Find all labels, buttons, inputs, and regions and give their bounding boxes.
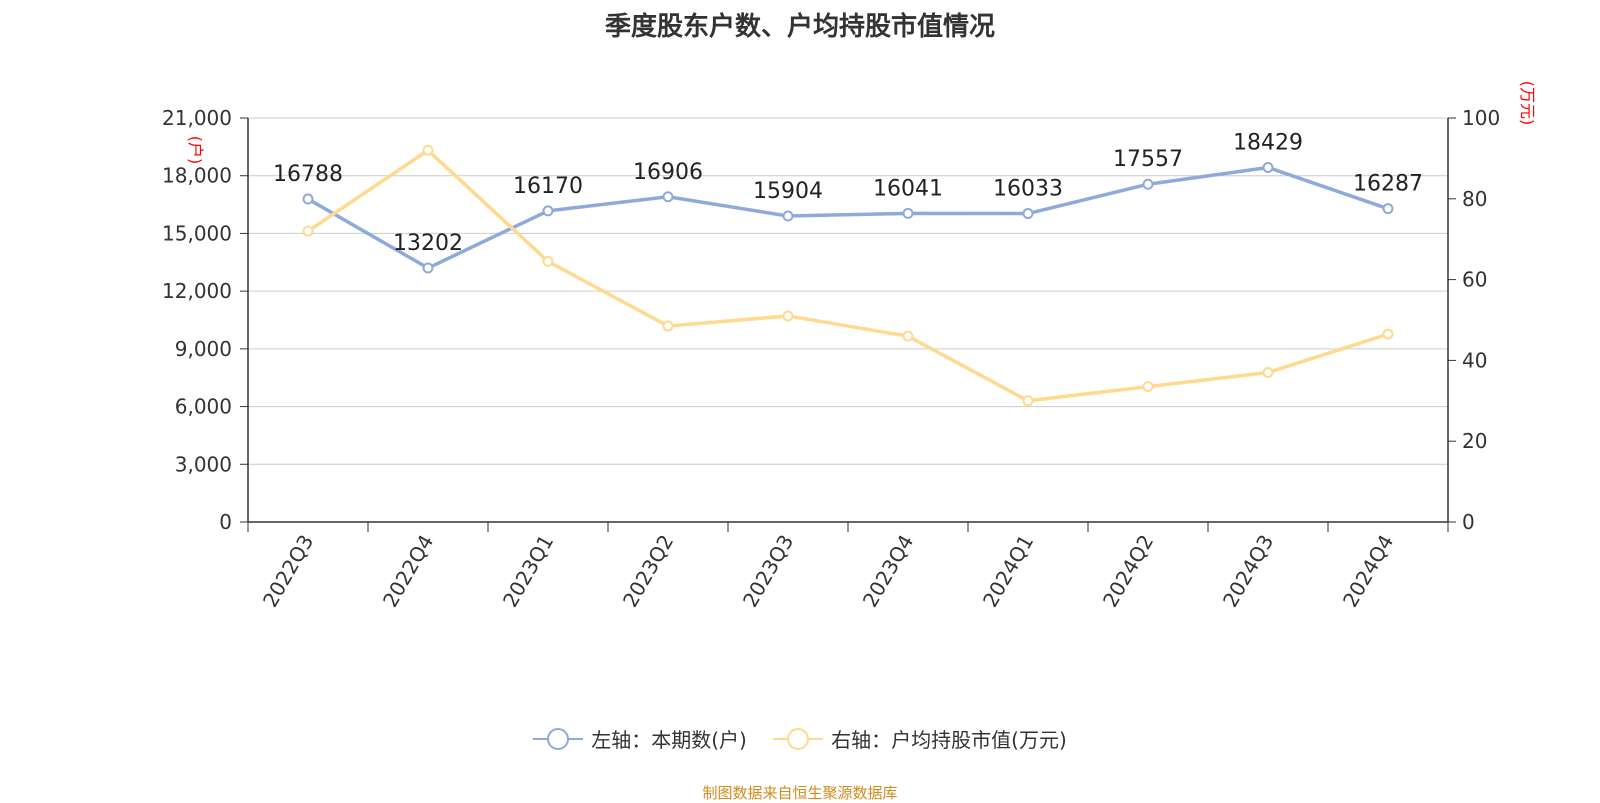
left-axis-tick-label: 3,000 (175, 452, 232, 476)
x-axis-tick-label: 2023Q4 (858, 531, 918, 612)
left-axis-tick-label: 18,000 (162, 164, 232, 188)
data-point-right (782, 310, 794, 322)
right-axis-tick-label: 0 (1462, 510, 1475, 534)
data-point-left (542, 205, 554, 217)
data-label: 15904 (753, 179, 823, 204)
data-point-right (1262, 367, 1274, 379)
data-point-left (902, 207, 914, 219)
data-label: 13202 (393, 231, 463, 256)
data-point-right (1382, 328, 1394, 340)
data-point-left (662, 191, 674, 203)
legend-left-series-icon (533, 727, 584, 750)
legend-item-right-series[interactable]: 右轴：户均持股市值(万元) (773, 724, 1067, 753)
data-point-left (1382, 203, 1394, 215)
data-point-right (302, 225, 314, 237)
x-axis-tick-label: 2024Q4 (1338, 531, 1398, 612)
data-point-left (1262, 161, 1274, 173)
data-label: 16906 (633, 160, 703, 185)
data-source-note: 制图数据来自恒生聚源数据库 (702, 784, 898, 802)
data-point-left (1142, 178, 1154, 190)
data-point-right (422, 144, 434, 156)
data-label: 16041 (873, 176, 943, 201)
data-label: 16033 (993, 177, 1063, 202)
series-line-right (307, 148, 1389, 403)
legend-item-left-series[interactable]: 左轴：本期数(户) (533, 724, 747, 753)
x-axis-tick-label: 2023Q3 (738, 531, 798, 612)
x-axis-tick-label: 2023Q2 (618, 531, 678, 612)
right-axis-tick-label: 40 (1462, 348, 1487, 372)
data-label: 16287 (1353, 172, 1423, 197)
left-axis-tick-label: 9,000 (175, 337, 232, 361)
left-axis-tick-label: 6,000 (175, 395, 232, 419)
data-point-left (302, 193, 314, 205)
left-axis-unit-label: (户) (186, 136, 205, 165)
x-axis-tick-label: 2023Q1 (498, 531, 558, 612)
left-axis-tick-label: 12,000 (162, 279, 232, 303)
data-point-left (422, 262, 434, 274)
data-label: 16170 (513, 174, 583, 199)
right-axis-tick-label: 80 (1462, 187, 1487, 211)
data-label: 16788 (273, 162, 343, 187)
left-axis-tick-label: 21,000 (162, 106, 232, 130)
x-axis-tick-label: 2022Q4 (378, 531, 438, 612)
legend-right-series-label: 右轴：户均持股市值(万元) (831, 728, 1067, 752)
right-axis-tick-label: 100 (1462, 106, 1500, 130)
legend: 左轴：本期数(户) 右轴：户均持股市值(万元) (0, 724, 1600, 756)
right-axis-tick-label: 60 (1462, 268, 1487, 292)
data-point-right (1022, 395, 1034, 407)
legend-right-series-icon (773, 727, 824, 750)
data-point-right (662, 320, 674, 332)
data-point-left (1022, 208, 1034, 220)
data-point-left (782, 210, 794, 222)
x-axis-tick-label: 2024Q3 (1218, 531, 1278, 612)
data-label: 17557 (1113, 147, 1183, 172)
x-axis-tick-label: 2024Q2 (1098, 531, 1158, 612)
data-label: 18429 (1233, 130, 1303, 155)
data-point-right (902, 330, 914, 342)
right-axis-unit-label: (万元) (1518, 81, 1537, 126)
data-point-right (542, 255, 554, 267)
data-point-right (1142, 381, 1154, 393)
left-axis-tick-label: 15,000 (162, 221, 232, 245)
x-axis-tick-label: 2024Q1 (978, 531, 1038, 612)
right-axis-tick-label: 20 (1462, 429, 1487, 453)
legend-left-series-label: 左轴：本期数(户) (591, 728, 747, 752)
series-line-left (307, 165, 1389, 270)
left-axis-tick-label: 0 (219, 510, 232, 534)
x-axis-tick-label: 2022Q3 (258, 531, 318, 612)
chart-title: 季度股东户数、户均持股市值情况 (604, 12, 995, 42)
